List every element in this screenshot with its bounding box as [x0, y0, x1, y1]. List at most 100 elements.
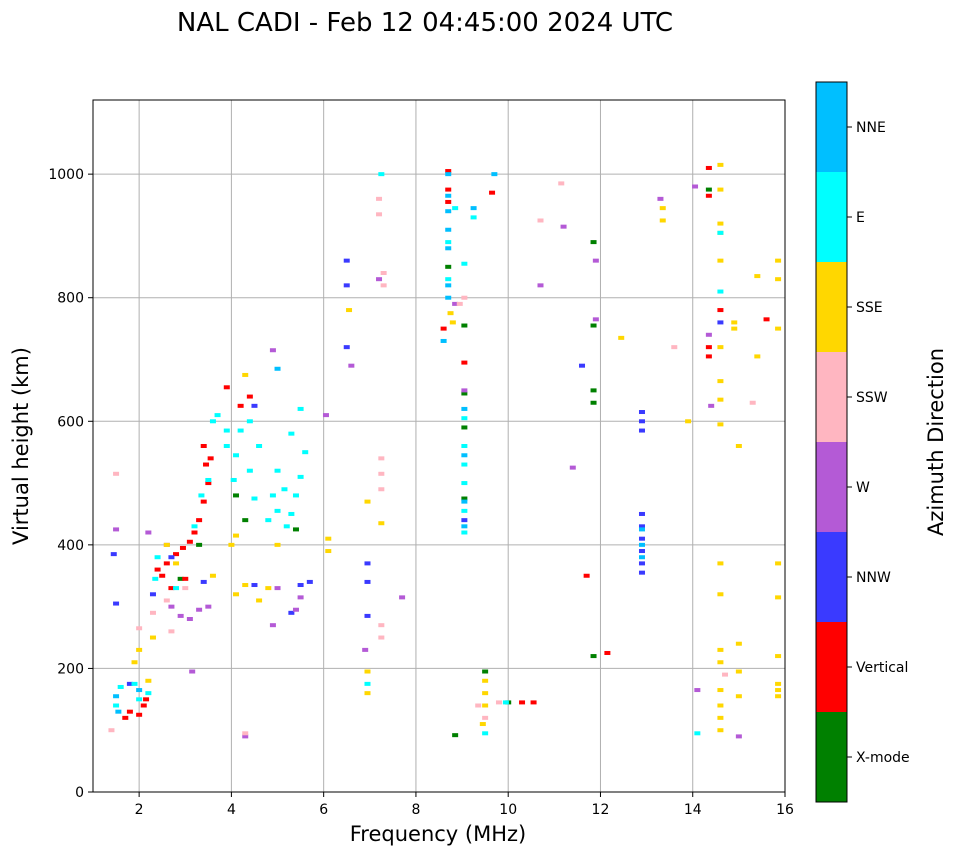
data-point: [196, 542, 203, 547]
data-point: [717, 379, 724, 384]
data-point: [775, 681, 782, 686]
data-point: [110, 552, 117, 557]
data-point: [705, 187, 712, 192]
data-point: [173, 586, 180, 591]
data-point: [638, 561, 645, 566]
colorbar-segment: [816, 622, 847, 712]
data-points: [108, 162, 782, 739]
x-axis-ticks: 2 4 6 8 10 12 14 16: [135, 792, 794, 818]
data-point: [364, 499, 371, 504]
data-point: [149, 635, 156, 640]
x-tick-label: 4: [227, 802, 236, 818]
data-point: [113, 601, 120, 606]
data-point: [705, 165, 712, 170]
data-point: [269, 493, 276, 498]
colorbar-tick-label: SSW: [856, 390, 888, 406]
data-point: [685, 419, 692, 424]
data-point: [131, 660, 138, 665]
colorbar-segment: [816, 352, 847, 442]
data-point: [717, 345, 724, 350]
colorbar-segment: [816, 442, 847, 532]
data-point: [452, 733, 459, 738]
data-point: [717, 308, 724, 313]
data-point: [196, 607, 203, 612]
data-point: [530, 700, 537, 705]
data-point: [143, 697, 150, 702]
x-tick-label: 6: [319, 802, 328, 818]
data-point: [228, 542, 235, 547]
data-point: [131, 681, 138, 686]
data-point: [604, 650, 611, 655]
data-point: [364, 579, 371, 584]
data-point: [149, 592, 156, 597]
data-point: [583, 573, 590, 578]
data-point: [775, 326, 782, 331]
data-point: [659, 218, 666, 223]
data-point: [775, 595, 782, 600]
data-point: [705, 345, 712, 350]
data-point: [364, 561, 371, 566]
data-point: [207, 456, 214, 461]
series-vertical: [122, 165, 770, 720]
data-point: [251, 583, 258, 588]
data-point: [705, 332, 712, 337]
data-point: [288, 511, 295, 516]
data-point: [775, 688, 782, 693]
data-point: [145, 678, 152, 683]
data-point: [461, 453, 468, 458]
data-point: [269, 348, 276, 353]
colorbar-segment: [816, 172, 847, 262]
data-point: [735, 694, 742, 699]
data-point: [638, 511, 645, 516]
data-point: [378, 635, 385, 640]
data-point: [378, 172, 385, 177]
data-point: [717, 592, 724, 597]
data-point: [461, 406, 468, 411]
data-point: [399, 595, 406, 600]
data-point: [470, 206, 477, 211]
data-point: [440, 326, 447, 331]
data-point: [362, 647, 369, 652]
data-point: [775, 561, 782, 566]
data-point: [692, 184, 699, 189]
data-point: [456, 301, 463, 306]
data-point: [274, 508, 281, 513]
data-point: [671, 345, 678, 350]
data-point: [657, 196, 664, 201]
data-point: [182, 576, 189, 581]
data-point: [445, 295, 452, 300]
data-point: [452, 301, 459, 306]
data-point: [445, 240, 452, 245]
data-point: [205, 477, 212, 482]
data-point: [461, 444, 468, 448]
data-point: [274, 468, 281, 473]
data-point: [717, 715, 724, 720]
data-point: [537, 283, 544, 288]
data-point: [461, 481, 468, 486]
data-point: [378, 487, 385, 492]
data-point: [168, 555, 175, 560]
data-point: [482, 669, 489, 674]
data-point: [256, 598, 263, 603]
data-point: [223, 385, 230, 390]
data-point: [223, 428, 230, 433]
data-point: [108, 728, 115, 733]
data-point: [136, 712, 143, 717]
data-point: [159, 573, 166, 578]
data-point: [297, 583, 304, 588]
data-point: [638, 419, 645, 424]
data-point: [242, 734, 249, 739]
data-point: [590, 400, 597, 405]
data-point: [659, 206, 666, 211]
data-point: [251, 403, 258, 408]
data-point: [731, 326, 738, 331]
data-point: [638, 428, 645, 433]
data-point: [638, 542, 645, 547]
colorbar-tick-label: NNE: [856, 120, 886, 136]
data-point: [502, 700, 509, 705]
data-point: [482, 691, 489, 696]
colorbar-tick-label: E: [856, 210, 865, 226]
data-point: [205, 604, 212, 609]
data-point: [461, 295, 468, 300]
data-point: [126, 681, 133, 686]
